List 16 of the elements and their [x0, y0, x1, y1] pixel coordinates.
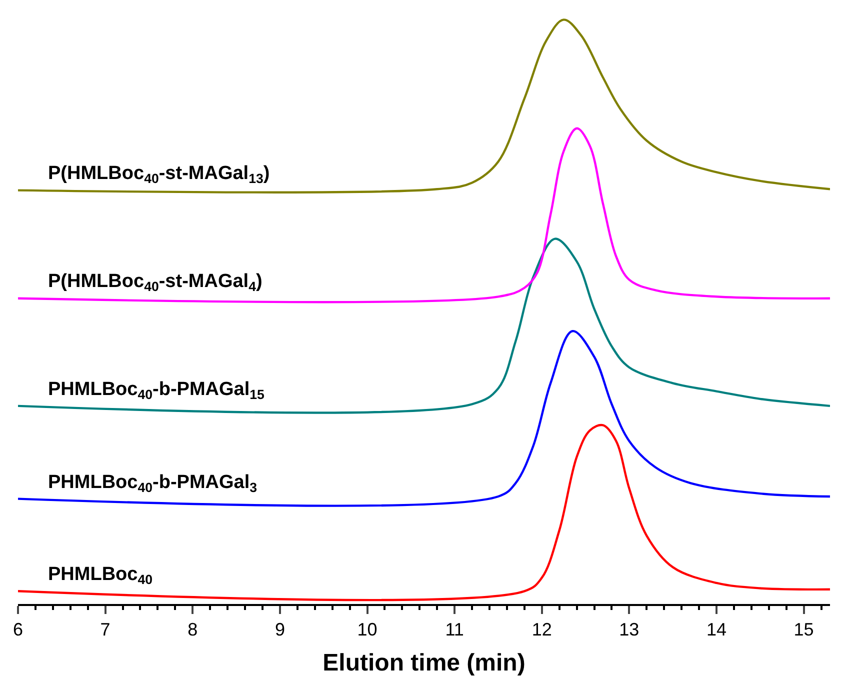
x-tick-label: 10 [357, 620, 378, 640]
x-axis-title: Elution time (min) [322, 649, 526, 676]
x-tick-label: 13 [619, 620, 640, 640]
x-tick-label: 14 [706, 620, 727, 640]
series-label: P(HMLBoc$_{40}$-st-MAGal$_{4}$) [48, 271, 262, 294]
x-tick-label: 8 [188, 620, 198, 640]
x-tick-label: 9 [274, 620, 285, 640]
x-tick-label: 6 [12, 620, 24, 640]
series-label: PHMLBoc$_{40}$-b-PMAGal$_{3}$ [48, 472, 258, 495]
x-tick-label: 11 [445, 620, 464, 640]
series-label: PHMLBoc$_{40}$-b-PMAGal$_{15}$ [48, 379, 266, 402]
x-tick-label: 15 [794, 620, 814, 640]
series-label: PHMLBoc$_{40}$ [48, 564, 153, 587]
x-tick-label: 12 [532, 620, 552, 640]
x-tick-label: 7 [100, 620, 110, 640]
series-label: P(HMLBoc$_{40}$-st-MAGal$_{13}$) [48, 163, 270, 186]
